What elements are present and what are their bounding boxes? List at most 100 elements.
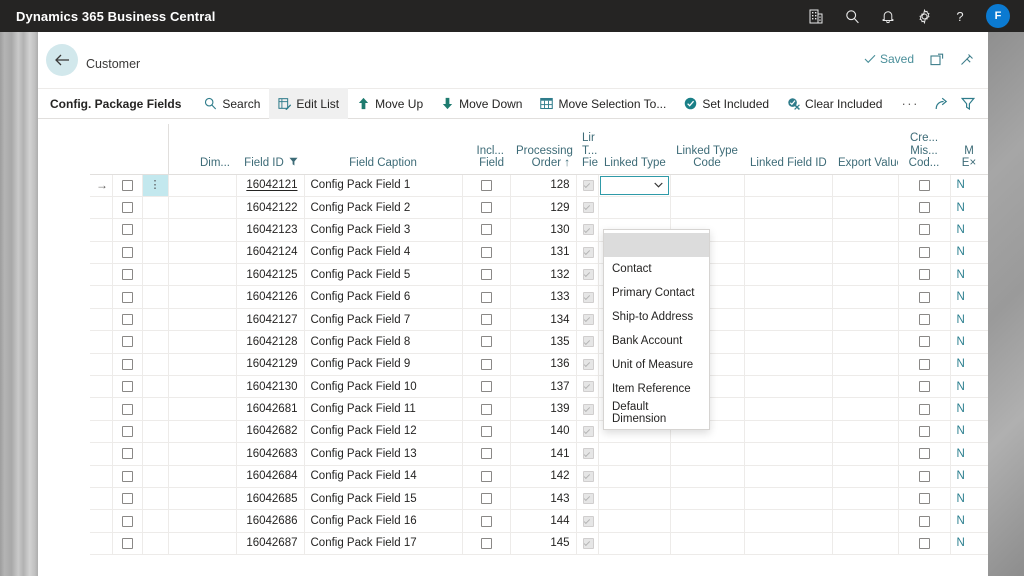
- cell-incl-field[interactable]: [462, 532, 511, 556]
- cell-export-value[interactable]: [832, 397, 899, 421]
- cell-cre-mis-cod[interactable]: [898, 532, 951, 556]
- cell-m-e[interactable]: N: [950, 308, 988, 332]
- cell-field-id[interactable]: 16042121: [236, 174, 305, 197]
- cell-incl-field[interactable]: [462, 308, 511, 332]
- toolbar-button-move-up[interactable]: Move Up: [348, 88, 432, 119]
- cell-processing-order[interactable]: 137: [510, 375, 577, 399]
- cell-export-value[interactable]: [832, 465, 899, 488]
- col-header-dim[interactable]: Dim...: [168, 124, 236, 175]
- row-select-checkbox[interactable]: [121, 224, 133, 236]
- cell-dim[interactable]: [168, 397, 237, 421]
- cell-field-caption[interactable]: Config Pack Field 10: [304, 375, 463, 399]
- row-select-checkbox[interactable]: [121, 314, 133, 325]
- cell-m-e[interactable]: N: [950, 196, 988, 220]
- cell-dim[interactable]: [168, 174, 237, 197]
- back-button[interactable]: [46, 44, 78, 76]
- col-header-m-e[interactable]: M E×: [950, 124, 988, 175]
- cell-cre-mis-cod[interactable]: [898, 218, 951, 242]
- cell-field-caption[interactable]: Config Pack Field 7: [304, 308, 463, 332]
- row-menu-icon[interactable]: ⋮: [149, 179, 161, 192]
- cell-m-e[interactable]: N: [950, 241, 988, 265]
- cell-cre-mis-cod[interactable]: [898, 397, 951, 421]
- share-icon[interactable]: [929, 91, 955, 117]
- toolbar-button-search[interactable]: Search: [195, 88, 269, 119]
- cell-linked-type[interactable]: [598, 532, 671, 556]
- dropdown-option[interactable]: Default Dimension: [604, 401, 709, 425]
- create-missing-codes-checkbox[interactable]: [918, 202, 930, 214]
- cell-export-value[interactable]: [832, 487, 899, 511]
- cell-cre-mis-cod[interactable]: [898, 487, 951, 511]
- cell-linked-field-id[interactable]: [744, 218, 833, 242]
- cell-field-caption[interactable]: Config Pack Field 4: [304, 241, 463, 265]
- row-select-checkbox[interactable]: [121, 269, 133, 281]
- cell-m-e[interactable]: N: [950, 353, 988, 377]
- cell-export-value[interactable]: [832, 241, 899, 265]
- create-missing-codes-checkbox[interactable]: [918, 179, 930, 191]
- cell-incl-field[interactable]: [462, 330, 511, 354]
- row-select-cell[interactable]: [112, 397, 143, 421]
- table-row[interactable]: 16042125 Config Pack Field 5 132 N: [90, 263, 988, 287]
- row-menu-cell[interactable]: [142, 218, 169, 242]
- table-row[interactable]: 16042684 Config Pack Field 14 142 N: [90, 465, 988, 488]
- toolbar-button-clear-included[interactable]: Clear Included: [778, 88, 891, 119]
- cell-processing-order[interactable]: 135: [510, 330, 577, 354]
- cell-cre-mis-cod[interactable]: [898, 308, 951, 332]
- cell-linked-type[interactable]: [598, 196, 671, 220]
- cell-m-e[interactable]: N: [950, 465, 988, 488]
- create-missing-codes-checkbox[interactable]: [918, 403, 930, 415]
- incl-field-checkbox[interactable]: [480, 246, 492, 258]
- row-menu-cell[interactable]: [142, 487, 169, 511]
- incl-field-checkbox[interactable]: [480, 358, 492, 370]
- cell-processing-order[interactable]: 136: [510, 353, 577, 377]
- dropdown-option[interactable]: Primary Contact: [604, 281, 709, 305]
- col-header-cre-mis-cod[interactable]: Cre... Mis... Cod...: [898, 124, 950, 175]
- cell-export-value[interactable]: [832, 285, 899, 309]
- cell-dim[interactable]: [168, 465, 237, 488]
- toolbar-button-move-selection-to[interactable]: Move Selection To...: [531, 88, 675, 119]
- cell-m-e[interactable]: N: [950, 420, 988, 444]
- row-select-checkbox[interactable]: [121, 425, 133, 437]
- cell-m-e[interactable]: N: [950, 397, 988, 421]
- collapse-icon[interactable]: [960, 53, 974, 66]
- open-in-new-window-icon[interactable]: [930, 53, 944, 66]
- dropdown-option[interactable]: Item Reference: [604, 377, 709, 401]
- cell-cre-mis-cod[interactable]: [898, 263, 951, 287]
- cell-field-caption[interactable]: Config Pack Field 14: [304, 465, 463, 488]
- table-row[interactable]: 16042681 Config Pack Field 11 139 N: [90, 397, 988, 421]
- incl-field-checkbox[interactable]: [480, 224, 492, 236]
- user-avatar[interactable]: F: [986, 4, 1010, 28]
- cell-linked-type-code[interactable]: [670, 174, 745, 197]
- cell-dim[interactable]: [168, 420, 237, 444]
- cell-field-id[interactable]: 16042122: [236, 196, 305, 220]
- cell-linked-type-code[interactable]: [670, 509, 745, 533]
- cell-linked-type-code[interactable]: [670, 196, 745, 220]
- cell-incl-field[interactable]: [462, 263, 511, 287]
- incl-field-checkbox[interactable]: [480, 470, 492, 482]
- row-select-checkbox[interactable]: [121, 202, 133, 214]
- cell-linked-type[interactable]: [598, 465, 671, 488]
- cell-processing-order[interactable]: 130: [510, 218, 577, 242]
- cell-field-id[interactable]: 16042127: [236, 308, 305, 332]
- col-header-linked-type-code[interactable]: Linked Type Code: [670, 124, 744, 175]
- cell-dim[interactable]: [168, 285, 237, 309]
- create-missing-codes-checkbox[interactable]: [918, 224, 930, 236]
- cell-field-caption[interactable]: Config Pack Field 16: [304, 509, 463, 533]
- cell-linked-field-id[interactable]: [744, 353, 833, 377]
- cell-field-id[interactable]: 16042684: [236, 465, 305, 488]
- cell-dim[interactable]: [168, 330, 237, 354]
- row-menu-cell[interactable]: [142, 263, 169, 287]
- cell-dim[interactable]: [168, 218, 237, 242]
- row-select-cell[interactable]: [112, 241, 143, 265]
- row-select-checkbox[interactable]: [121, 336, 133, 348]
- cell-dim[interactable]: [168, 308, 237, 332]
- cell-m-e[interactable]: N: [950, 174, 988, 197]
- create-missing-codes-checkbox[interactable]: [918, 537, 930, 549]
- cell-field-id[interactable]: 16042125: [236, 263, 305, 287]
- cell-incl-field[interactable]: [462, 465, 511, 488]
- dropdown-option[interactable]: [604, 233, 709, 257]
- cell-cre-mis-cod[interactable]: [898, 442, 951, 466]
- cell-cre-mis-cod[interactable]: [898, 241, 951, 265]
- col-header-export-value[interactable]: Export Value: [832, 124, 898, 175]
- row-menu-cell[interactable]: [142, 308, 169, 332]
- table-row[interactable]: 16042126 Config Pack Field 6 133 N: [90, 285, 988, 309]
